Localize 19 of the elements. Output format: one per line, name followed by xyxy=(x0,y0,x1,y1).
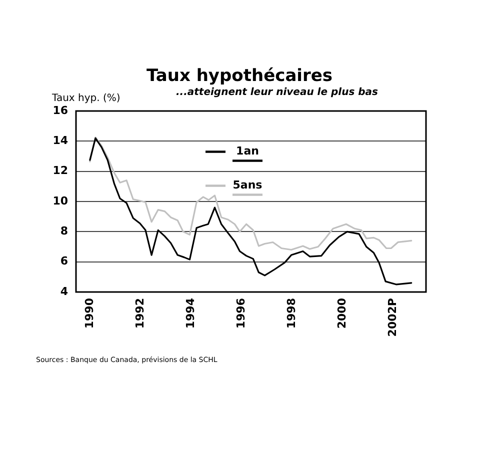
y-tick-label: 16 xyxy=(52,104,68,117)
y-tick-label: 10 xyxy=(52,194,68,208)
y-tick-label: 8 xyxy=(60,224,68,238)
x-tick-label: 1996 xyxy=(234,298,248,329)
x-tick-label: 2002P xyxy=(386,298,400,337)
legend-label: 1an xyxy=(236,144,259,158)
y-axis-title: Taux hyp. (%) xyxy=(52,93,120,104)
chart-title: Taux hypothécaires xyxy=(145,66,334,86)
x-tick-label: 1998 xyxy=(284,298,298,329)
x-tick-label: 1994 xyxy=(184,298,197,329)
chart-subtitle: ...atteignent leur niveau le plus bas xyxy=(175,87,379,98)
x-tick-label: 1992 xyxy=(133,298,146,329)
x-tick-label: 2000 xyxy=(335,298,348,329)
y-tick-label: 12 xyxy=(52,164,68,178)
y-tick-label: 4 xyxy=(60,284,68,298)
y-tick-label: 14 xyxy=(52,134,68,148)
x-tick-label: 1990 xyxy=(82,298,96,329)
y-tick-label: 6 xyxy=(60,254,68,268)
legend-label: 5ans xyxy=(232,178,263,192)
